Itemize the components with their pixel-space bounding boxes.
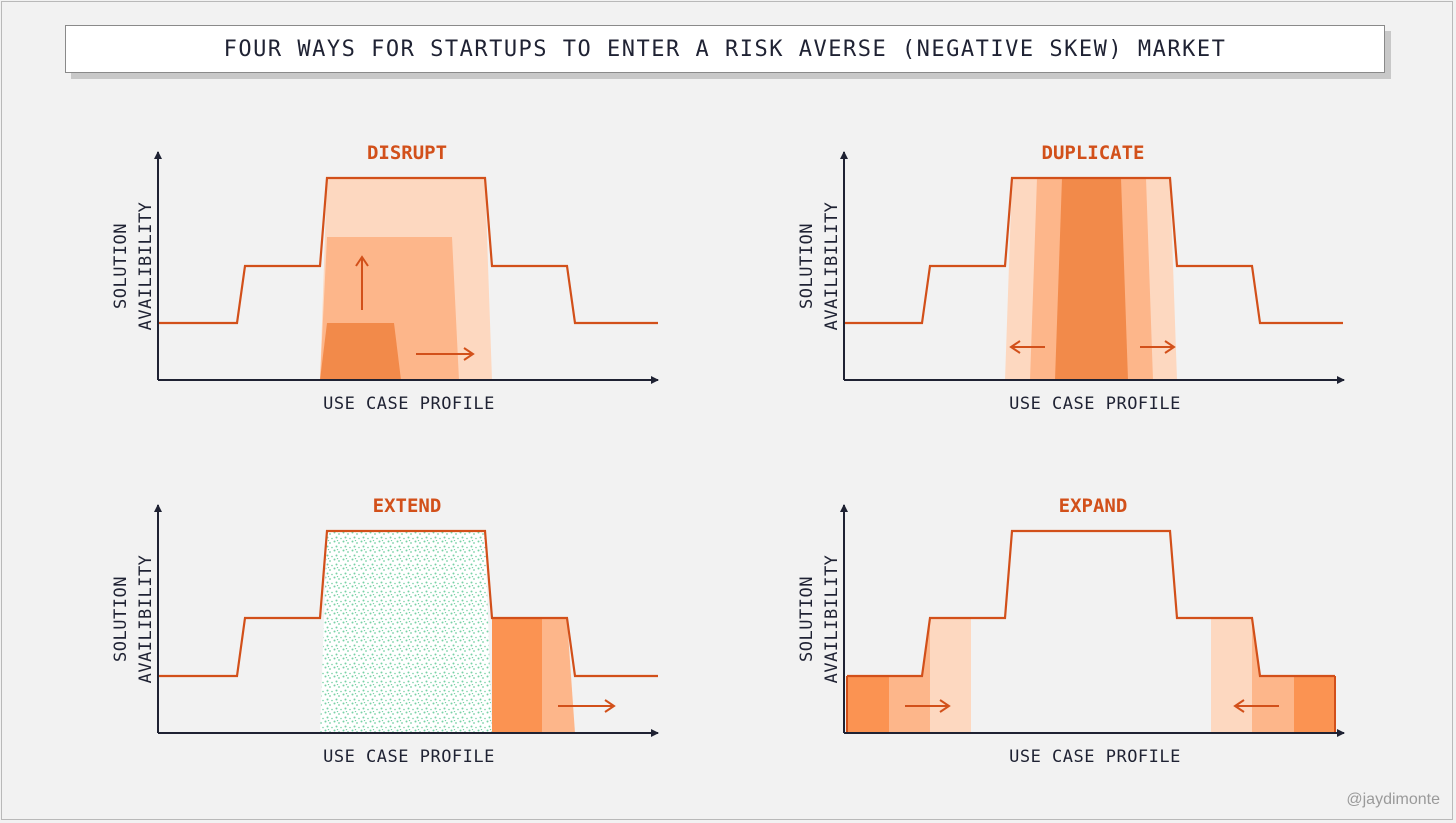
x-axis-label: USE CASE PROFILE bbox=[323, 747, 495, 767]
panel-title-duplicate: DUPLICATE bbox=[1042, 142, 1145, 164]
right-arrow-icon bbox=[1140, 340, 1176, 354]
availability-curve bbox=[158, 176, 658, 325]
author-handle: @jaydimonte bbox=[1346, 791, 1440, 808]
right-arrow-icon bbox=[905, 699, 951, 713]
availability-curve bbox=[844, 176, 1343, 325]
panel-title-extend: EXTEND bbox=[373, 495, 442, 517]
right-arrow-icon bbox=[558, 699, 616, 713]
y-axis-label: SOLUTION AVAILIBILITY bbox=[111, 555, 156, 684]
x-axis-label: USE CASE PROFILE bbox=[1009, 747, 1181, 767]
right-arrow-icon bbox=[416, 347, 475, 361]
panel-disrupt: DISRUPT USE CASE PROFILE SOLUTION AVAILI… bbox=[111, 142, 659, 414]
fill-left-medium bbox=[889, 618, 930, 733]
y-axis-label: SOLUTION AVAILIBILITY bbox=[797, 555, 842, 684]
y-axis-label: SOLUTION AVAILIBILITY bbox=[797, 202, 842, 331]
y-axis-label-line2: AVAILIBILITY bbox=[136, 555, 156, 684]
availability-curve bbox=[158, 529, 658, 678]
left-arrow-icon bbox=[1009, 340, 1045, 354]
fill-left-dark bbox=[847, 676, 889, 733]
y-axis-label-line1: SOLUTION bbox=[797, 576, 817, 662]
y-axis-label-line2: AVAILIBILITY bbox=[822, 555, 842, 684]
panel-extend: EXTEND USE CASE PROFILE SOLUTION AVAILIB… bbox=[111, 495, 659, 767]
left-arrow-icon bbox=[1233, 699, 1279, 713]
fill-entrant-dark bbox=[492, 618, 542, 733]
fill-entrant-initial bbox=[320, 323, 401, 380]
fill-right-light bbox=[1211, 618, 1252, 733]
fill-left-light bbox=[930, 618, 971, 733]
page-title: FOUR WAYS FOR STARTUPS TO ENTER A RISK A… bbox=[65, 25, 1385, 73]
fill-right-dark bbox=[1294, 676, 1335, 733]
fill-right-medium bbox=[1252, 618, 1294, 733]
panel-expand: EXPAND USE CASE PROFILE SOLUTION AVAILIB… bbox=[797, 495, 1345, 767]
panel-title-expand: EXPAND bbox=[1059, 495, 1128, 517]
x-axis-label: USE CASE PROFILE bbox=[1009, 394, 1181, 414]
panel-duplicate: DUPLICATE USE CASE PROFILE SOLUTION AVAI… bbox=[797, 142, 1345, 414]
x-axis-label: USE CASE PROFILE bbox=[323, 394, 495, 414]
y-axis-label-line2: AVAILIBILITY bbox=[822, 202, 842, 331]
availability-curve bbox=[847, 529, 1335, 678]
y-axis-label-line2: AVAILIBILITY bbox=[136, 202, 156, 331]
panel-title-disrupt: DISRUPT bbox=[367, 142, 447, 164]
up-arrow-icon bbox=[355, 255, 369, 310]
fill-incumbent-textured bbox=[320, 531, 492, 733]
y-axis-label-line1: SOLUTION bbox=[111, 223, 131, 309]
y-axis-label-line1: SOLUTION bbox=[797, 223, 817, 309]
y-axis-label: SOLUTION AVAILIBILITY bbox=[111, 202, 156, 331]
y-axis-label-line1: SOLUTION bbox=[111, 576, 131, 662]
fill-entrant-core bbox=[1055, 178, 1128, 380]
